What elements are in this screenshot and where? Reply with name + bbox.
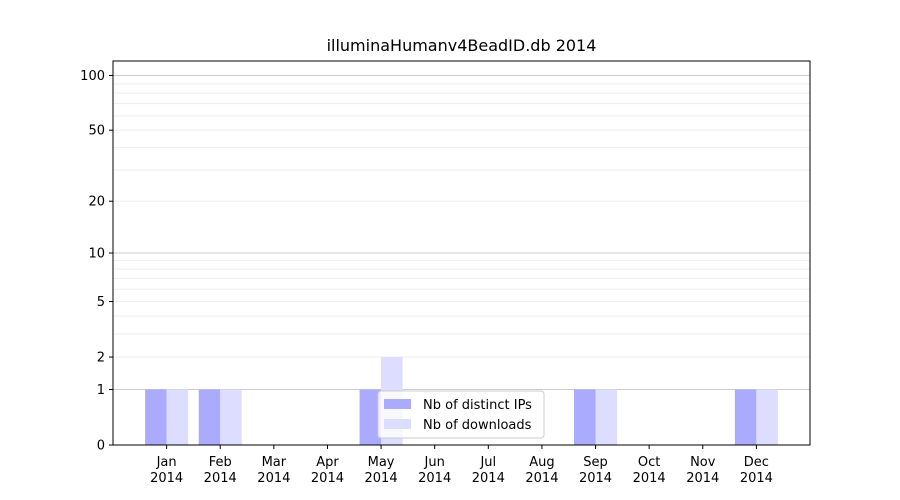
x-tick-label-month: Jun <box>424 455 445 470</box>
y-tick-label: 20 <box>88 195 105 210</box>
y-tick-label: 5 <box>97 295 105 310</box>
x-tick-label-month: May <box>368 455 395 470</box>
x-tick-label-month: Jul <box>479 455 496 470</box>
x-tick-label-year: 2014 <box>150 471 183 486</box>
x-tick-label-month: Jan <box>156 455 177 470</box>
x-tick-label-month: Sep <box>583 455 608 470</box>
x-tick-label-year: 2014 <box>311 471 344 486</box>
legend: Nb of distinct IPs Nb of downloads <box>377 390 545 439</box>
x-tick-label-month: Dec <box>744 455 769 470</box>
x-axis: Jan2014Feb2014Mar2014Apr2014May2014Jun20… <box>150 445 773 486</box>
y-tick-label: 10 <box>88 247 105 262</box>
x-tick-label-year: 2014 <box>579 471 612 486</box>
legend-label: Nb of downloads <box>423 418 532 433</box>
x-tick-label-month: Aug <box>529 455 554 470</box>
bar-distinct-ips-may <box>359 389 382 445</box>
x-tick-label-month: Mar <box>262 455 287 470</box>
legend-swatch <box>384 399 411 409</box>
x-tick-label-year: 2014 <box>418 471 451 486</box>
x-tick-label-year: 2014 <box>472 471 505 486</box>
chart-title: illuminaHumanv4BeadID.db 2014 <box>327 36 597 55</box>
x-tick-label-year: 2014 <box>633 471 666 486</box>
x-tick-label-year: 2014 <box>740 471 773 486</box>
bar-distinct-ips-sep <box>574 389 596 445</box>
x-tick-label-year: 2014 <box>365 471 398 486</box>
bar-downloads-dec <box>756 389 778 445</box>
x-tick-label-year: 2014 <box>525 471 558 486</box>
grid-lines <box>113 74 810 390</box>
x-tick-label-month: Feb <box>209 455 232 470</box>
bar-distinct-ips-feb <box>198 389 221 445</box>
x-tick-label-year: 2014 <box>686 471 719 486</box>
y-tick-label: 2 <box>97 351 105 366</box>
x-tick-label-year: 2014 <box>257 471 290 486</box>
x-tick-label-month: Apr <box>316 455 339 470</box>
y-tick-label: 100 <box>80 69 105 84</box>
legend-box <box>377 390 545 439</box>
x-tick-label-month: Nov <box>690 455 716 470</box>
y-axis: 0 1 2 5 10 20 50 100 <box>80 69 113 454</box>
bar-downloads-sep <box>595 389 618 445</box>
bar-downloads-feb <box>220 389 242 445</box>
x-tick-label-year: 2014 <box>204 471 237 486</box>
bar-distinct-ips-dec <box>734 389 757 445</box>
y-tick-label: 50 <box>88 124 105 139</box>
y-tick-label: 1 <box>97 383 105 398</box>
bars <box>145 357 778 445</box>
legend-label: Nb of distinct IPs <box>423 398 532 413</box>
bar-downloads-jan <box>166 389 189 445</box>
legend-swatch <box>384 419 411 429</box>
x-tick-label-month: Oct <box>638 455 660 470</box>
y-tick-label: 0 <box>97 439 105 454</box>
bar-distinct-ips-jan <box>145 389 167 445</box>
